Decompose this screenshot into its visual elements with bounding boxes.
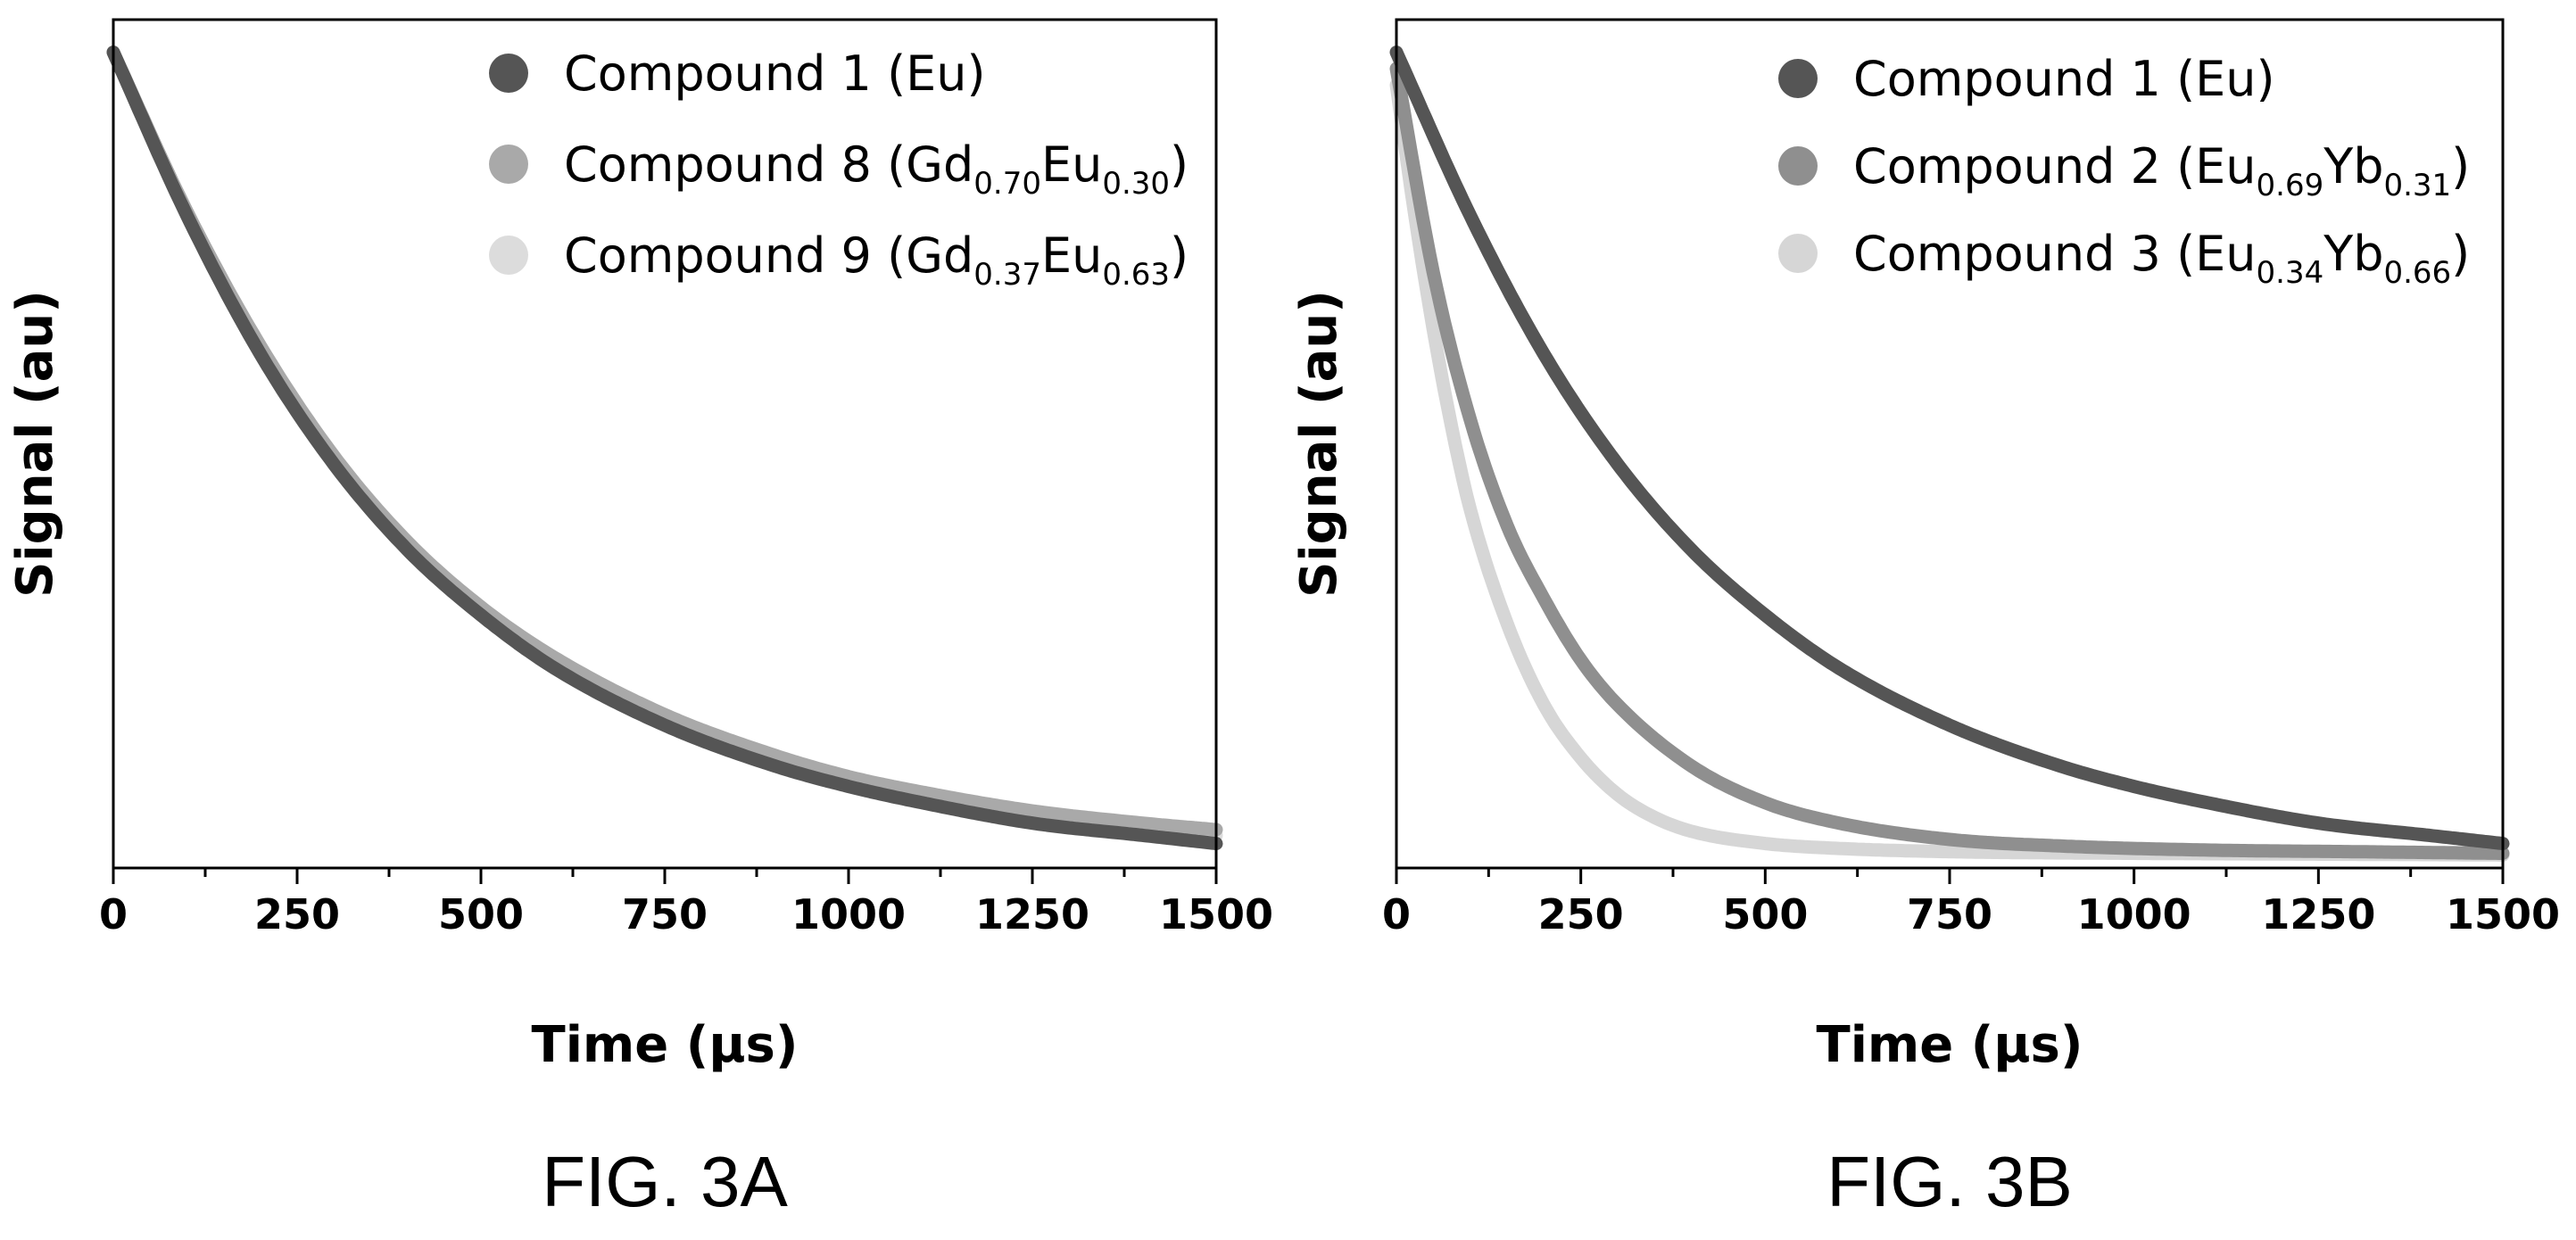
- legend-marker: [489, 54, 528, 93]
- x-tick-label: 1500: [1159, 890, 1273, 938]
- legend-text-part: Compound 8 (Gd: [564, 136, 973, 193]
- legend-text-part: ): [2451, 138, 2470, 194]
- legend-text-part: ): [2451, 226, 2470, 282]
- legend-entry: Compound 3 (Eu0.34Yb0.66): [1853, 226, 2470, 291]
- x-tick-label: 1000: [791, 890, 906, 938]
- y-axis-title: Signal (au): [6, 290, 64, 598]
- legend-text-part: Yb: [2323, 138, 2383, 194]
- series-line-1: [106, 45, 1223, 851]
- legend-text-part: Compound 1 (Eu): [564, 45, 986, 102]
- legend-text-part: Yb: [2323, 226, 2383, 282]
- x-tick-label: 750: [1907, 890, 1992, 938]
- figure-label: FIG. 3A: [542, 1142, 788, 1221]
- legend-subscript: 0.69: [2257, 168, 2324, 203]
- legend-entry: Compound 2 (Eu0.69Yb0.31): [1853, 138, 2470, 203]
- legend-text-part: Eu: [1041, 136, 1102, 193]
- legend-subscript: 0.31: [2383, 168, 2451, 203]
- legend-marker: [489, 145, 528, 184]
- x-tick-label: 1000: [2077, 890, 2191, 938]
- legend-text-part: ): [1170, 227, 1189, 284]
- figure-label: FIG. 3B: [1826, 1142, 2073, 1221]
- series-line-2: [1389, 62, 2510, 860]
- legend-entry: Compound 8 (Gd0.70Eu0.30): [564, 136, 1189, 202]
- legend-text-part: Compound 9 (Gd: [564, 227, 973, 284]
- y-axis-title: Signal (au): [1290, 290, 1348, 598]
- legend-entry: Compound 9 (Gd0.37Eu0.63): [564, 227, 1189, 293]
- chart-panel-1: 0 250 500 750 1000 1250 1500 Time (μs) Signal (a…: [6, 18, 1273, 1221]
- x-axis-title: Time (μs): [1817, 1016, 2083, 1074]
- legend-subscript: 0.34: [2257, 255, 2324, 291]
- x-tick-label: 250: [1538, 890, 1624, 938]
- legend-subscript: 0.30: [1102, 166, 1170, 202]
- x-tick-label: 500: [1722, 890, 1808, 938]
- x-tick-label: 500: [438, 890, 524, 938]
- legend-text-part: Compound 2 (Eu: [1853, 138, 2257, 194]
- series-line-1: [1389, 45, 2510, 851]
- x-tick-label: 0: [99, 890, 128, 938]
- legend-text-part: ): [1170, 136, 1189, 193]
- chart-panel-2: 0 250 500 750 1000 1250 1500 Time (μs) Signal (a…: [1290, 18, 2560, 1221]
- legend-entry: Compound 1 (Eu): [1853, 51, 2275, 107]
- x-tick-label: 0: [1382, 890, 1411, 938]
- legend-subscript: 0.37: [973, 257, 1041, 293]
- legend-subscript: 0.70: [973, 166, 1041, 202]
- legend-text-part: Compound 3 (Eu: [1853, 226, 2257, 282]
- x-tick-label: 250: [254, 890, 340, 938]
- x-tick-label: 750: [622, 890, 708, 938]
- legend-marker: [489, 236, 528, 275]
- legend-text-part: Eu: [1041, 227, 1102, 284]
- legend-marker: [1778, 59, 1818, 98]
- legend-entry: Compound 1 (Eu): [564, 45, 986, 102]
- legend-marker: [1778, 146, 1818, 186]
- legend-subscript: 0.63: [1102, 257, 1170, 293]
- x-tick-label: 1250: [2261, 890, 2375, 938]
- x-tick-label: 1500: [2446, 890, 2560, 938]
- legend-marker: [1778, 234, 1818, 273]
- legend-text-part: Compound 1 (Eu): [1853, 51, 2275, 107]
- x-axis-title: Time (μs): [532, 1016, 799, 1074]
- x-tick-label: 1250: [975, 890, 1089, 938]
- series-line-3: [1389, 78, 2510, 862]
- legend-subscript: 0.66: [2383, 255, 2451, 291]
